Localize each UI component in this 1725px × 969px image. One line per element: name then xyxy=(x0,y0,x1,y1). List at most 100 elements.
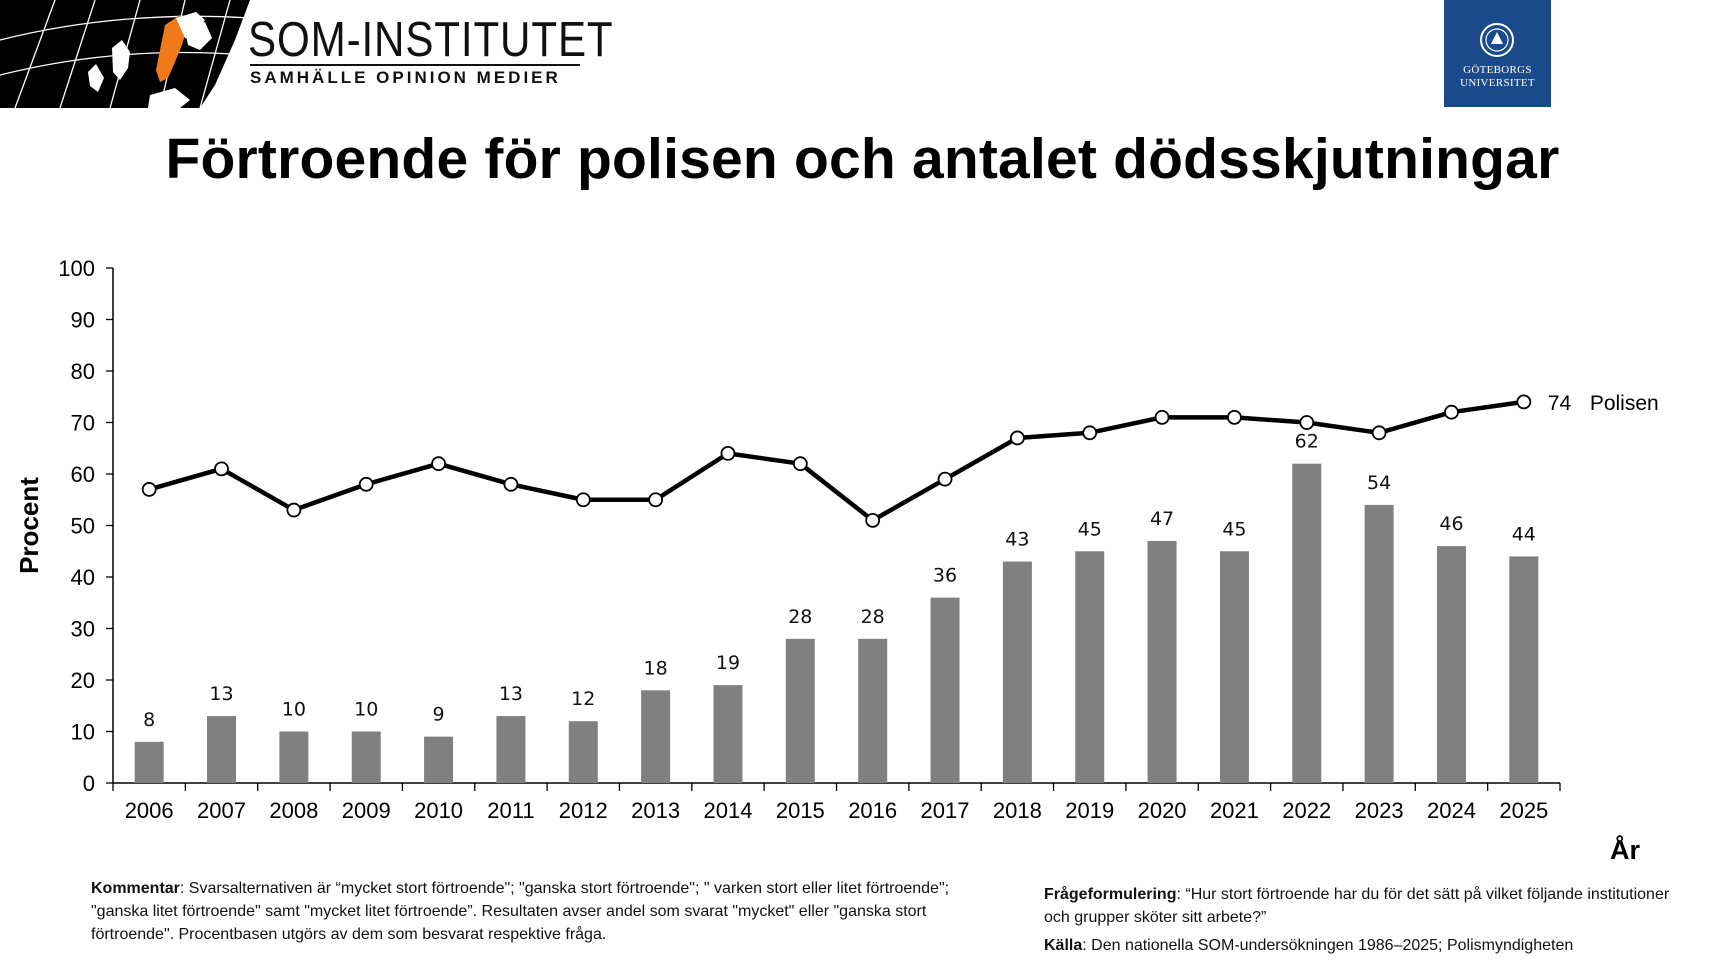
x-tick-label: 2022 xyxy=(1282,798,1331,823)
y-tick-label: 80 xyxy=(71,359,95,384)
line-series-label: Polisen xyxy=(1590,392,1659,415)
x-tick-label: 2015 xyxy=(776,798,825,823)
y-tick-label: 50 xyxy=(71,514,95,539)
x-axis-title: År xyxy=(1610,834,1640,860)
line-point xyxy=(141,482,157,497)
bar xyxy=(1147,540,1177,783)
line-point xyxy=(1371,425,1387,441)
line-point xyxy=(648,492,664,508)
x-tick-label: 2016 xyxy=(848,798,897,823)
bar xyxy=(134,741,164,783)
line-end-value-label: 74 xyxy=(1548,392,1572,415)
comment-text: : Svarsalternativen är “mycket stort för… xyxy=(91,880,950,943)
line-point xyxy=(1082,425,1098,441)
bar-value-label: 45 xyxy=(1222,518,1246,540)
comment-label: Kommentar xyxy=(91,880,180,897)
y-tick-label: 40 xyxy=(71,565,95,590)
bar xyxy=(1509,556,1539,783)
y-tick-label: 30 xyxy=(71,617,95,642)
y-tick-label: 100 xyxy=(58,256,95,281)
x-tick-label: 2024 xyxy=(1427,798,1476,823)
question-label: Frågeformulering xyxy=(1044,886,1177,903)
bar xyxy=(424,736,454,783)
x-tick-label: 2007 xyxy=(197,798,246,823)
bar xyxy=(279,731,309,783)
bar xyxy=(496,716,526,783)
university-name-line2: UNIVERSITET xyxy=(1460,77,1535,89)
y-tick-label: 70 xyxy=(71,411,95,436)
line-point xyxy=(865,512,881,528)
x-tick-label: 2021 xyxy=(1210,798,1259,823)
line-point xyxy=(1444,404,1459,420)
bar-value-label: 13 xyxy=(499,683,523,705)
bar-value-label: 28 xyxy=(861,606,885,628)
university-name-line1: GÖTEBORGS xyxy=(1463,64,1532,76)
x-tick-label: 2019 xyxy=(1065,798,1114,823)
bar xyxy=(930,597,960,783)
x-tick-label: 2023 xyxy=(1355,798,1404,823)
line-point xyxy=(1009,430,1025,446)
bar xyxy=(568,721,598,783)
bar xyxy=(641,690,671,783)
university-logo: GÖTEBORGS UNIVERSITET xyxy=(1444,0,1551,107)
line-point xyxy=(575,492,591,508)
brand-subtitle: SAMHÄLLE OPINION MEDIER xyxy=(250,68,561,87)
question-note: Frågeformulering: “Hur stort förtroende … xyxy=(1044,883,1684,929)
line-point xyxy=(792,456,808,472)
chart: 0 10 20 30 40 50 60 70 80 90 100 2006 2007 2008 2009 20… xyxy=(14,256,1659,860)
y-axis-title: Procent xyxy=(14,477,44,574)
x-tick-label: 2013 xyxy=(631,798,680,823)
bar-value-label: 18 xyxy=(644,657,668,679)
y-tick-label: 60 xyxy=(71,462,95,487)
bar xyxy=(351,731,381,783)
source-label: Källa xyxy=(1044,937,1083,954)
brand-divider xyxy=(250,64,580,66)
x-tick-label: 2006 xyxy=(125,798,174,823)
bar-value-label: 13 xyxy=(209,683,233,705)
bar-value-label: 43 xyxy=(1005,529,1029,551)
bar xyxy=(713,685,743,783)
source-note: Källa: Den nationella SOM-undersökningen… xyxy=(1044,934,1684,957)
bar xyxy=(1219,551,1249,783)
bar-value-label: 28 xyxy=(788,606,812,628)
bar xyxy=(1436,546,1466,783)
bar-value-label: 36 xyxy=(933,565,957,587)
bar-value-label: 46 xyxy=(1439,513,1463,535)
x-tick-label: 2012 xyxy=(559,798,608,823)
line-point xyxy=(503,476,519,492)
bar-value-label: 47 xyxy=(1150,508,1174,530)
bar xyxy=(858,638,888,783)
y-tick-label: 10 xyxy=(71,720,95,745)
source-text: : Den nationella SOM-undersökningen 1986… xyxy=(1082,937,1574,954)
bar-value-label: 9 xyxy=(433,704,445,726)
bar-value-label: 19 xyxy=(716,652,740,674)
line-point xyxy=(358,476,374,492)
bar-value-label: 12 xyxy=(571,688,595,710)
comment-note: Kommentar: Svarsalternativen är “mycket … xyxy=(91,877,951,946)
bar xyxy=(1292,463,1322,783)
x-tick-label: 2008 xyxy=(269,798,318,823)
line-point xyxy=(286,502,302,518)
line-series-polisen xyxy=(148,399,1525,523)
line-point xyxy=(1516,394,1532,410)
bar-value-label: 62 xyxy=(1295,431,1319,453)
map-logo-graphic xyxy=(0,0,250,108)
bar-value-label: 44 xyxy=(1512,523,1536,545)
x-tick-label: 2014 xyxy=(703,798,752,823)
bar xyxy=(1075,551,1105,783)
y-tick-label: 0 xyxy=(83,771,95,796)
bar xyxy=(1002,561,1032,783)
bar-value-label: 54 xyxy=(1367,472,1391,494)
page-title: Förtroende för polisen och antalet dödss… xyxy=(165,127,1560,191)
line-point xyxy=(720,445,736,461)
bar xyxy=(785,638,815,783)
x-tick-label: 2025 xyxy=(1499,798,1548,823)
bar-value-label: 8 xyxy=(143,709,155,731)
bar-value-label: 45 xyxy=(1078,518,1102,540)
x-tick-label: 2020 xyxy=(1138,798,1187,823)
x-tick-label: 2010 xyxy=(414,798,463,823)
line-point xyxy=(431,456,446,472)
x-tick-label: 2011 xyxy=(487,798,534,823)
line-point xyxy=(937,471,953,487)
university-seal-icon xyxy=(1480,23,1514,57)
